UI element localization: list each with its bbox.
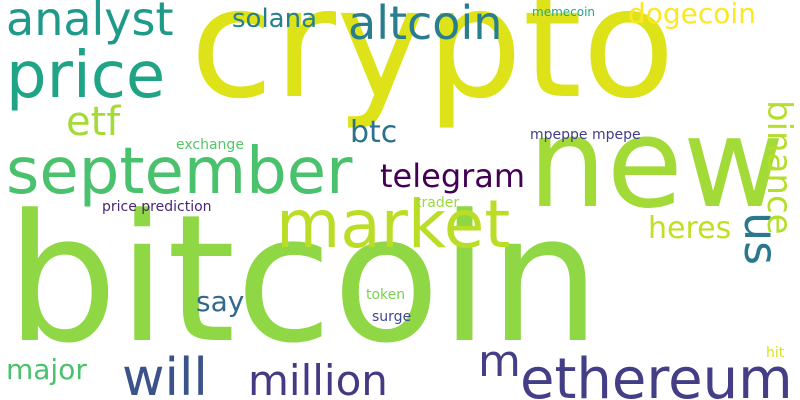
word-btc: btc — [350, 115, 398, 150]
word-crypto: crypto — [190, 0, 676, 132]
word-m: m — [478, 336, 521, 387]
word-say: say — [196, 285, 245, 318]
word-will: will — [122, 348, 208, 400]
word-bitcoin: bitcoin — [6, 177, 601, 382]
word-market: market — [276, 186, 511, 263]
word-solana: solana — [232, 4, 318, 34]
word-us: us — [734, 212, 788, 266]
word-heres: heres — [648, 211, 732, 246]
word-new: new — [528, 92, 785, 236]
word-altcoin: altcoin — [348, 0, 503, 50]
word-million: million — [248, 356, 388, 400]
word-trader: trader — [416, 195, 460, 211]
word-hit: hit — [766, 345, 785, 361]
word-etf: etf — [66, 99, 121, 145]
word-analyst: analyst — [6, 0, 174, 46]
word-price: price — [6, 39, 166, 113]
word-surge: surge — [372, 309, 412, 325]
word-ethereum: ethereum — [520, 347, 793, 400]
word-memecoin: memecoin — [532, 5, 596, 19]
word-exchange: exchange — [176, 137, 244, 153]
word-major: major — [6, 353, 87, 386]
word-mpeppe-mpepe: mpeppe mpepe — [530, 127, 641, 143]
word-september: september — [6, 135, 353, 209]
word-telegram: telegram — [380, 157, 526, 195]
word-token: token — [366, 287, 406, 303]
word-binance: binance — [759, 100, 799, 235]
word-dogecoin: dogecoin — [628, 0, 756, 30]
word-price-prediction: price prediction — [102, 199, 212, 215]
